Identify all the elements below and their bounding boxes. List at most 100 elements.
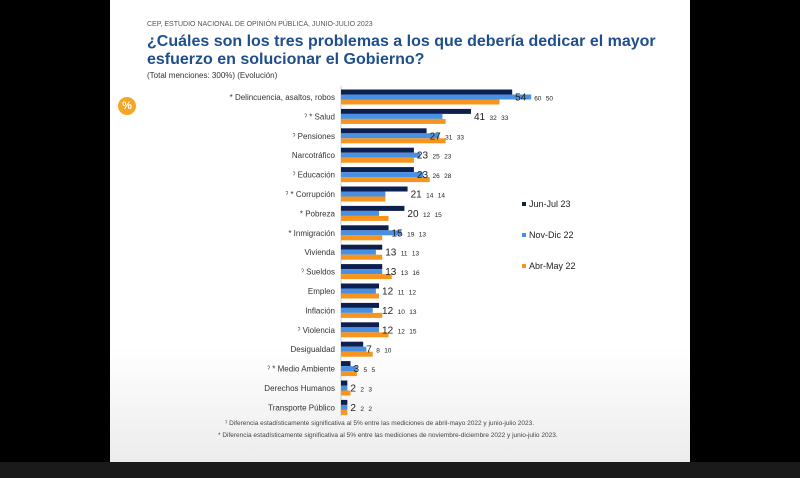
bar — [341, 341, 364, 347]
data-label: 12 — [382, 325, 394, 336]
category-label: Inflación — [305, 306, 335, 315]
bar — [341, 113, 443, 119]
data-label: 31 — [445, 134, 453, 141]
category-label: ˀ * Medio Ambiente — [267, 365, 335, 374]
bar — [341, 230, 402, 236]
bar — [341, 94, 532, 100]
chart-subtitle: (Total menciones: 300%) (Evolución) — [147, 71, 278, 80]
data-label: 26 — [432, 173, 440, 180]
data-label: 27 — [430, 131, 442, 142]
bar — [341, 157, 414, 163]
bar — [341, 409, 348, 415]
bar — [341, 133, 440, 139]
bar — [341, 307, 373, 313]
bar — [341, 399, 348, 405]
bar — [341, 390, 351, 396]
bar — [341, 225, 389, 231]
data-label: 28 — [444, 173, 452, 180]
category-label: ˀ * Corrupción — [286, 190, 335, 199]
data-label: 13 — [401, 270, 409, 277]
data-label: 5 — [372, 367, 376, 374]
bar — [341, 351, 373, 357]
bar — [341, 138, 446, 144]
data-label: 14 — [438, 193, 446, 200]
legend-label: Nov-Dic 22 — [529, 230, 574, 240]
data-label: 32 — [490, 115, 498, 122]
bar — [341, 172, 424, 178]
slide: CEP, ESTUDIO NACIONAL DE OPINIÓN PÚBLICA… — [110, 0, 690, 462]
data-label: 5 — [364, 367, 368, 374]
bar — [341, 312, 383, 318]
category-label: ˀ Sueldos — [301, 268, 335, 277]
bar — [341, 380, 348, 386]
bar-chart: * Delincuencia, asaltos, robos 54 60 50 ˀ * … — [230, 86, 576, 416]
data-label: 33 — [501, 115, 509, 122]
bar — [341, 283, 380, 289]
footnote-2: * Diferencia estadísticamente significat… — [218, 432, 558, 439]
data-label: 54 — [515, 93, 527, 104]
bar — [341, 327, 380, 333]
bar — [341, 128, 427, 134]
legend-swatch — [522, 264, 526, 268]
category-label: * Inmigración — [288, 229, 335, 238]
bar — [341, 404, 348, 410]
data-label: 15 — [392, 228, 404, 239]
bar — [341, 205, 405, 211]
data-label: 15 — [435, 212, 443, 219]
data-label: 7 — [366, 345, 372, 356]
data-label: 2 — [360, 406, 364, 413]
data-label: 20 — [407, 209, 419, 220]
bar — [341, 244, 383, 250]
bar — [341, 385, 348, 391]
video-bottom-bar — [0, 462, 800, 478]
data-label: 16 — [412, 270, 420, 277]
data-label: 23 — [417, 170, 429, 181]
bar — [341, 346, 367, 352]
data-label: 12 — [382, 287, 394, 298]
data-label: 13 — [419, 231, 427, 238]
bar — [341, 302, 380, 308]
category-label: Transporte Público — [268, 403, 335, 412]
bar — [341, 264, 383, 270]
category-label: ˀ * Salud — [304, 112, 335, 121]
data-label: 60 — [534, 96, 542, 103]
bar — [341, 118, 446, 124]
bar — [341, 366, 357, 372]
data-label: 12 — [409, 290, 417, 297]
bar — [341, 177, 430, 183]
legend-swatch — [522, 202, 526, 206]
data-label: 12 — [423, 212, 431, 219]
legend-label: Jun-Jul 23 — [529, 199, 571, 209]
data-label: 13 — [412, 251, 420, 258]
bar — [341, 152, 421, 158]
category-label: ˀ Violencia — [298, 326, 336, 335]
data-label: 2 — [350, 384, 356, 395]
header: CEP, ESTUDIO NACIONAL DE OPINIÓN PÚBLICA… — [147, 21, 373, 28]
bar — [341, 269, 383, 275]
data-label: 2 — [368, 406, 372, 413]
data-label: 3 — [354, 364, 360, 375]
bar — [341, 196, 386, 202]
category-label: Vivienda — [304, 248, 335, 257]
legend-label: Abr-May 22 — [529, 261, 576, 271]
data-label: 33 — [457, 134, 465, 141]
legend-swatch — [522, 233, 526, 237]
bar — [341, 371, 357, 377]
bar — [341, 108, 471, 114]
data-label: 41 — [474, 112, 486, 123]
bar — [341, 167, 414, 173]
bar — [341, 99, 500, 105]
data-label: 2 — [360, 387, 364, 394]
data-label: 13 — [385, 248, 397, 259]
bar — [341, 361, 351, 367]
data-label: 13 — [385, 267, 397, 278]
data-label: 10 — [384, 348, 392, 355]
bar — [341, 332, 389, 338]
category-label: ˀ Educación — [293, 171, 335, 180]
data-label: 12 — [382, 306, 394, 317]
bar — [341, 288, 376, 294]
category-label: * Delincuencia, asaltos, robos — [230, 93, 335, 102]
percent-badge-icon: % — [118, 97, 136, 115]
data-label: 8 — [376, 348, 380, 355]
data-label: 50 — [546, 96, 554, 103]
